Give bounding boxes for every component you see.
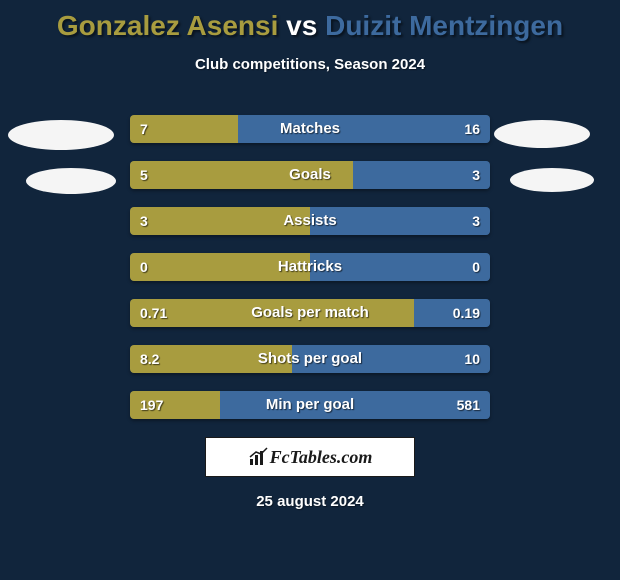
metric-label: Shots per goal (130, 345, 490, 373)
metric-row: 8.210Shots per goal (130, 345, 490, 373)
metric-row: 53Goals (130, 161, 490, 189)
brand-box: FcTables.com (205, 437, 415, 477)
metric-row: 00Hattricks (130, 253, 490, 281)
metric-label: Matches (130, 115, 490, 143)
player1-name: Gonzalez Asensi (57, 10, 278, 41)
metric-row: 716Matches (130, 115, 490, 143)
metric-label: Goals per match (130, 299, 490, 327)
metric-row: 33Assists (130, 207, 490, 235)
metric-row: 0.710.19Goals per match (130, 299, 490, 327)
page-title: Gonzalez Asensi vs Duizit Mentzingen (0, 0, 620, 42)
brand-text: FcTables.com (270, 447, 373, 468)
date-label: 25 august 2024 (0, 493, 620, 510)
metric-label: Min per goal (130, 391, 490, 419)
subtitle: Club competitions, Season 2024 (0, 56, 620, 73)
metric-label: Goals (130, 161, 490, 189)
comparison-bars: 716Matches 53Goals 33Assists 00Hattricks 0.7… (130, 115, 490, 419)
player2-name: Duizit Mentzingen (325, 10, 563, 41)
chart-icon (248, 447, 270, 467)
decorative-ellipse (494, 120, 590, 148)
metric-row: 197581Min per goal (130, 391, 490, 419)
decorative-ellipse (510, 168, 594, 192)
decorative-ellipse (26, 168, 116, 194)
decorative-ellipse (8, 120, 114, 150)
metric-label: Assists (130, 207, 490, 235)
vs-label: vs (286, 10, 317, 41)
metric-label: Hattricks (130, 253, 490, 281)
